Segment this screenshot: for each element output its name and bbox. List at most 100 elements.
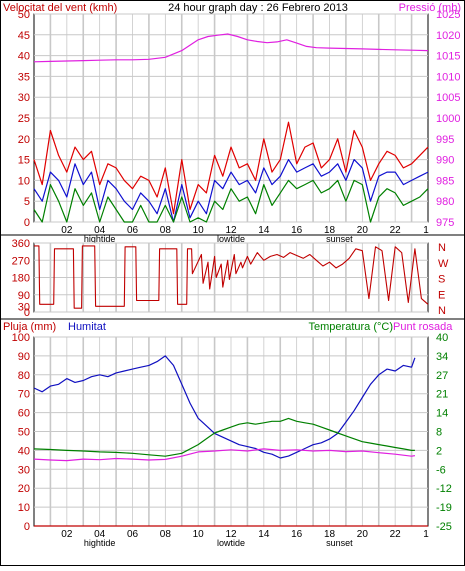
x-tick-label: 04 xyxy=(94,225,106,236)
y-tick-label: 30 xyxy=(18,464,30,476)
y2-tick-label: 975 xyxy=(436,217,454,229)
x-tick-label: 06 xyxy=(127,529,139,540)
top-right-ticks: 975 980 985 990 995 1000 1005 1010 1015 1020 1025 xyxy=(436,9,460,229)
y2-tick-label: 1020 xyxy=(436,30,460,42)
x-tick-label: 14 xyxy=(258,225,270,236)
x-sub-label: sunset xyxy=(326,538,353,548)
x-sub-label: hightide xyxy=(84,234,116,244)
middle-left-ticks: 0 90 180 270 360 xyxy=(12,238,30,319)
middle-hgrid xyxy=(34,242,428,313)
x-tick-label: 16 xyxy=(291,225,303,236)
chart-title: 24 hour graph day : 26 Febrero 2013 xyxy=(168,2,348,14)
y2-tick-label: 40 xyxy=(436,332,448,344)
y-tick-label: 45 xyxy=(18,30,30,42)
bottom-right-ticks: 40 34 27 21 14 8 2 -6 -12 -19 -25 xyxy=(436,332,452,533)
y2-tick-label: -6 xyxy=(436,464,446,476)
compass-letter: S xyxy=(438,274,445,286)
x-sub-label: sunset xyxy=(326,234,353,244)
x-tick-label: 02 xyxy=(61,529,73,540)
x-tick-label: 20 xyxy=(357,225,369,236)
x-tick-label: 20 xyxy=(357,529,369,540)
x-tick-label: 22 xyxy=(390,225,402,236)
temperature-axis-label: Temperatura (°C) xyxy=(309,321,393,333)
rain-axis-label: Pluja (mm) xyxy=(3,321,56,333)
top-hgrid xyxy=(34,13,428,223)
y2-tick-label: 8 xyxy=(436,427,442,439)
compass-letter: N xyxy=(438,242,446,254)
y-tick-label: 90 xyxy=(18,290,30,302)
x-tick-label: 18 xyxy=(324,225,336,236)
y-tick-label-extra: 30 xyxy=(18,301,30,313)
x-tick-label: 14 xyxy=(258,529,270,540)
y2-tick-label: -12 xyxy=(436,483,452,495)
y2-tick-label: 1005 xyxy=(436,92,460,104)
y2-tick-label: 985 xyxy=(436,175,454,187)
top-x-ticks: 02 04 06 08 10 12 14 16 18 20 22 1 hightide lowtide su… xyxy=(61,225,429,244)
x-tick-label: 18 xyxy=(324,529,336,540)
y-tick-label: 20 xyxy=(18,483,30,495)
y2-tick-label: -25 xyxy=(436,521,452,533)
pressure-axis-label: Pressió (mb) xyxy=(399,2,461,14)
y-tick-label: 10 xyxy=(18,175,30,187)
compass-letter: W xyxy=(438,258,449,270)
y2-tick-label: 1015 xyxy=(436,51,460,63)
x-sub-label: lowtide xyxy=(217,234,245,244)
y-tick-label: 100 xyxy=(12,332,30,344)
y-tick-label: 0 xyxy=(24,521,30,533)
top-series-wind_avg xyxy=(33,159,429,223)
bottom-x-ticks: 02 04 06 08 10 12 14 16 18 20 22 1 hightide lowtide su… xyxy=(61,529,429,548)
x-tick-label: 1 xyxy=(423,225,429,236)
x-sub-label: hightide xyxy=(84,538,116,548)
y2-tick-label: 14 xyxy=(436,408,448,420)
y-tick-label: 20 xyxy=(18,134,30,146)
y-tick-label: 270 xyxy=(12,255,30,267)
x-sub-label: lowtide xyxy=(217,538,245,548)
y2-tick-label: 2 xyxy=(436,445,442,457)
x-tick-label: 16 xyxy=(291,529,303,540)
y2-tick-label: 995 xyxy=(436,134,454,146)
y2-tick-label: -19 xyxy=(436,502,452,514)
humidity-axis-label: Humitat xyxy=(68,321,106,333)
y-tick-label: 360 xyxy=(12,238,30,250)
x-tick-label: 08 xyxy=(160,225,172,236)
top-series-wind_gust xyxy=(33,121,429,215)
top-left-ticks: 0 5 10 15 20 25 30 35 40 45 50 xyxy=(18,9,30,229)
x-tick-label: 04 xyxy=(94,529,106,540)
bottom-series-temperature xyxy=(33,417,415,457)
y2-tick-label: 1000 xyxy=(436,113,460,125)
y2-tick-label: 34 xyxy=(436,351,448,363)
x-tick-label: 1 xyxy=(423,529,429,540)
y2-tick-label: 980 xyxy=(436,196,454,208)
x-tick-label: 06 xyxy=(127,225,139,236)
x-tick-label: 10 xyxy=(193,529,205,540)
y-tick-label: 70 xyxy=(18,389,30,401)
y-tick-label: 40 xyxy=(18,445,30,457)
x-tick-label: 12 xyxy=(225,225,237,236)
y-tick-label: 180 xyxy=(12,273,30,285)
y2-tick-label: 21 xyxy=(436,389,448,401)
y2-tick-label: 1025 xyxy=(436,9,460,21)
y-tick-label: 60 xyxy=(18,408,30,420)
y-tick-label: 30 xyxy=(18,92,30,104)
y-tick-label: 90 xyxy=(18,351,30,363)
y-tick-label: 0 xyxy=(24,307,30,319)
compass-letter: E xyxy=(438,289,445,301)
dewpoint-axis-label: Punt rosada xyxy=(393,321,453,333)
x-tick-label: 02 xyxy=(61,225,73,236)
y-tick-label: 35 xyxy=(18,71,30,83)
y-tick-label: 0 xyxy=(24,217,30,229)
top-series-wind_min xyxy=(33,179,429,223)
y-tick-label: 50 xyxy=(18,9,30,21)
x-tick-label: 08 xyxy=(160,529,172,540)
y-tick-label: 25 xyxy=(18,113,30,125)
y2-tick-label: 27 xyxy=(436,370,448,382)
direction-series xyxy=(34,245,429,309)
y-tick-label: 15 xyxy=(18,155,30,167)
compass-letter: N xyxy=(438,305,446,317)
x-tick-label: 22 xyxy=(390,529,402,540)
bottom-left-ticks: 0 10 20 30 40 50 60 70 80 90 100 xyxy=(12,332,30,533)
bottom-series-dewpoint xyxy=(33,448,416,462)
